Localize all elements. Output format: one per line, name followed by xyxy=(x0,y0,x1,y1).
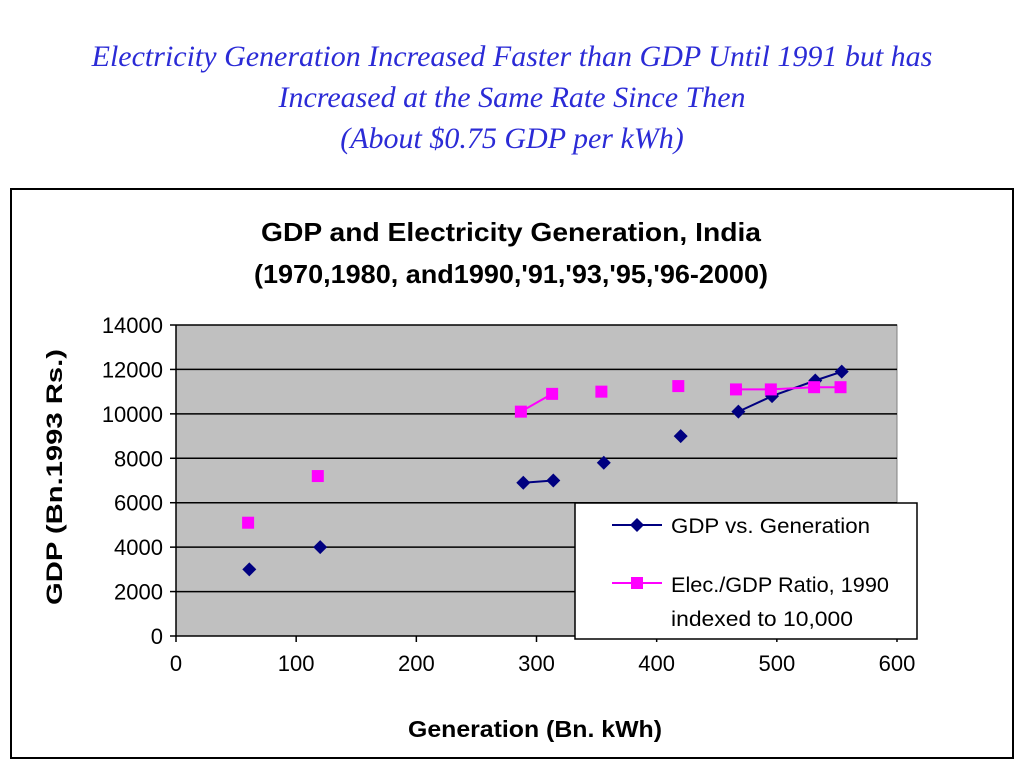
y-tick-label: 6000 xyxy=(114,491,163,516)
x-tick-label: 600 xyxy=(879,651,916,676)
x-tick-label: 100 xyxy=(278,651,315,676)
series-0-point xyxy=(242,562,257,577)
x-axis-label: Generation (Bn. kWh) xyxy=(408,716,662,742)
legend-label-ratio-line-2: indexed to 10,000 xyxy=(671,608,853,631)
y-tick-label: 4000 xyxy=(114,535,163,560)
series-1-point xyxy=(672,380,685,393)
gridlines xyxy=(176,324,897,593)
y-tick-label: 8000 xyxy=(114,446,163,471)
slide-heading-line-1: Electricity Generation Increased Faster … xyxy=(91,40,933,73)
legend-label-ratio-line-1: Elec./GDP Ratio, 1990 xyxy=(671,574,889,597)
series-1 xyxy=(242,380,847,529)
legend-label-gdp: GDP vs. Generation xyxy=(671,515,870,538)
y-tick-label: 14000 xyxy=(102,313,163,338)
series-0-point xyxy=(313,540,328,555)
x-tick-label: 400 xyxy=(638,651,675,676)
y-tick-label: 2000 xyxy=(114,580,163,605)
slide-heading-line-2: Increased at the Same Rate Since Then xyxy=(278,81,746,114)
series-0-point xyxy=(516,475,531,490)
y-tick-label: 12000 xyxy=(102,357,163,382)
series-1-point xyxy=(311,470,324,483)
chart-title: GDP and Electricity Generation, India xyxy=(261,217,762,247)
series-1-point xyxy=(764,383,777,396)
x-tick-label: 200 xyxy=(398,651,435,676)
series-0-point xyxy=(596,455,611,470)
x-tick-label: 300 xyxy=(518,651,555,676)
series-0-point xyxy=(546,473,561,488)
series-0-point xyxy=(834,364,849,379)
y-tick-labels: 0 2000 4000 6000 8000 10000 12000 14000 xyxy=(102,313,163,649)
x-tick-labels: 0 100 200 300 400 500 600 xyxy=(170,651,915,676)
series-1-point xyxy=(546,387,559,400)
legend: GDP vs. Generation Elec./GDP Ratio, 1990… xyxy=(574,502,918,640)
x-tick-label: 500 xyxy=(758,651,795,676)
y-tick-label: 0 xyxy=(151,624,163,649)
series-layer xyxy=(242,364,849,577)
y-tick-label: 10000 xyxy=(102,402,163,427)
series-0-point xyxy=(731,404,746,419)
series-0-point xyxy=(673,429,688,444)
series-1-line-segment-1 xyxy=(736,386,841,391)
series-1-point xyxy=(514,405,527,418)
series-1-point xyxy=(834,381,847,394)
legend-marker-ratio xyxy=(631,577,643,589)
series-1-point xyxy=(808,381,821,394)
x-tick-label: 0 xyxy=(170,651,182,676)
legend-marker-gdp xyxy=(630,518,644,532)
slide-heading: Electricity Generation Increased Faster … xyxy=(0,36,1024,159)
chart-subtitle: (1970,1980, and1990,'91,'93,'95,'96-2000… xyxy=(254,259,768,289)
series-1-point xyxy=(729,383,742,396)
y-axis-label: GDP (Bn.1993 Rs.) xyxy=(42,349,67,605)
slide-heading-line-3: (About $0.75 GDP per kWh) xyxy=(340,122,684,155)
series-1-point xyxy=(595,385,608,398)
series-1-point xyxy=(242,516,255,529)
